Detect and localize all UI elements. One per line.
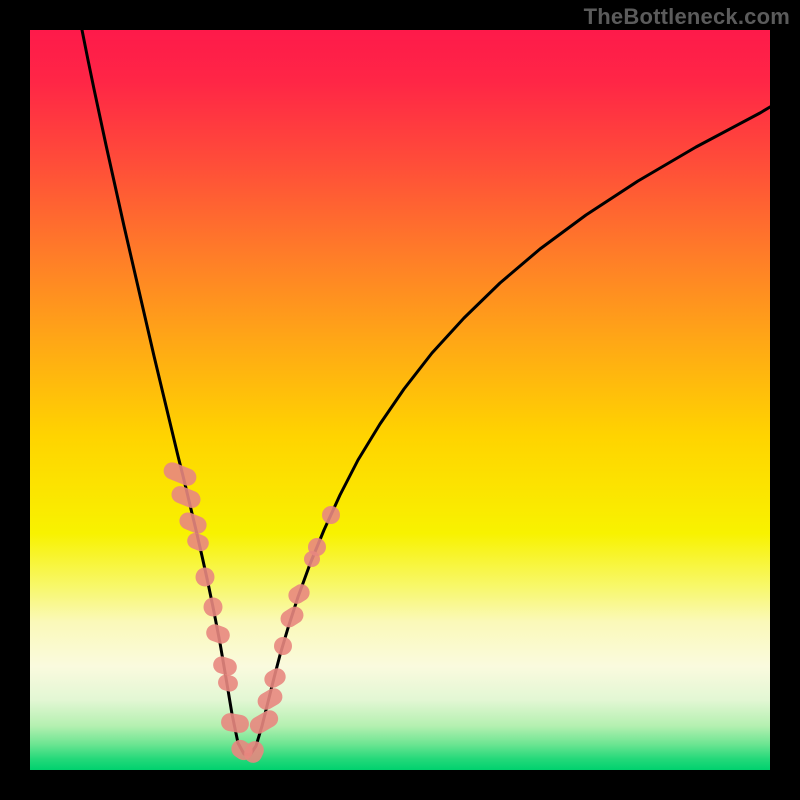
curve-marker — [274, 637, 292, 655]
watermark-text: TheBottleneck.com — [584, 4, 790, 30]
curve-marker — [196, 568, 215, 587]
curve-marker — [204, 598, 223, 617]
chart-frame: TheBottleneck.com — [0, 0, 800, 800]
gradient-background — [30, 30, 770, 770]
curve-marker — [304, 551, 320, 567]
chart-svg — [30, 30, 770, 770]
curve-marker — [322, 506, 340, 524]
plot-area — [30, 30, 770, 770]
